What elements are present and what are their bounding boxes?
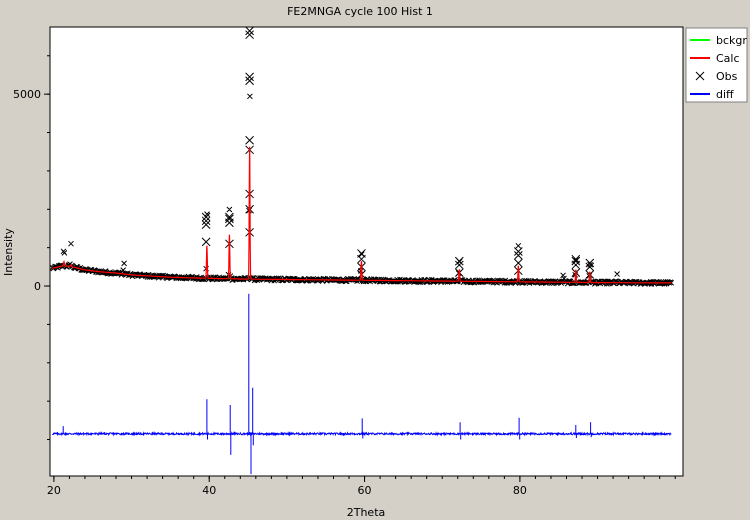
plot-area	[49, 26, 684, 477]
x-tick-label: 40	[202, 484, 216, 497]
legend-bckgr-label: bckgr	[716, 34, 747, 47]
diff-series	[51, 293, 672, 475]
x-tick-label: 20	[47, 484, 61, 497]
axes-layer: 20 40 60 80 0 5000	[13, 55, 676, 497]
y-axis-title: Intensity	[2, 228, 15, 276]
diff-curve-layer	[51, 293, 672, 475]
x-tick-label: 80	[513, 484, 527, 497]
y-tick-label: 5000	[13, 88, 41, 101]
x-tick-label: 60	[358, 484, 372, 497]
x-axis-title: 2Theta	[347, 506, 386, 519]
legend-obs-label: Obs	[716, 70, 738, 83]
legend-diff-label: diff	[716, 88, 734, 101]
chart-legend: bckgr Calc Obs diff	[685, 27, 748, 103]
legend-obs-swatch	[695, 71, 705, 81]
calc-curve-layer	[52, 146, 672, 284]
y-tick-label: 0	[34, 280, 41, 293]
chart-title: FE2MNGA cycle 100 Hist 1	[287, 5, 433, 18]
legend-calc-label: Calc	[716, 52, 740, 65]
calc-series	[52, 146, 672, 284]
